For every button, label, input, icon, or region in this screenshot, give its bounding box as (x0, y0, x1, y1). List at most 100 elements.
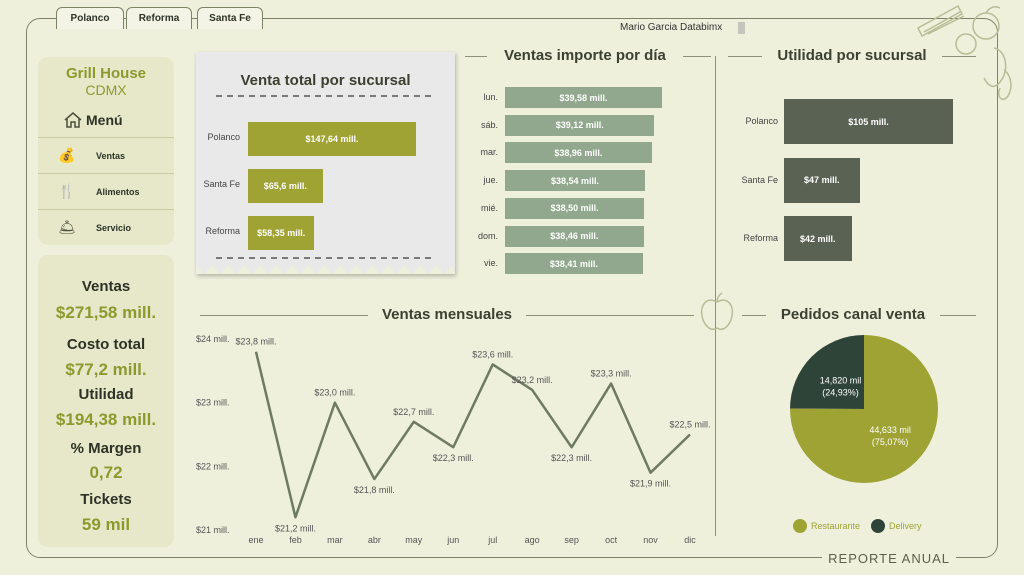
pie-slice (790, 335, 864, 409)
x-tick-label: mar (327, 535, 343, 545)
kpi-margen-label: % Margen (70, 440, 142, 457)
x-tick-label: nov (643, 535, 658, 545)
kpi-utilidad-label: Utilidad (78, 386, 134, 403)
money-bag-icon: 💰 (58, 147, 76, 163)
category-label: jue. (483, 175, 498, 186)
kpi-costo-value: $77,2 mill. (65, 360, 147, 379)
data-label: $23,0 mill. (314, 388, 355, 398)
data-label: $23,2 mill. (512, 375, 553, 385)
bar: $58,35 mill. (248, 216, 315, 250)
data-label: $23,8 mill. (235, 337, 276, 347)
bar: $38,50 mill. (505, 197, 645, 219)
receipt-decoration (196, 95, 455, 274)
user-name: Mario Garcia Databimx (620, 22, 723, 33)
menu-item-ventas[interactable]: 💰 Ventas (38, 137, 174, 173)
y-tick-label: $23 mill. (196, 398, 230, 408)
divider (742, 315, 766, 316)
category-label: Reforma (743, 233, 778, 243)
divider (715, 56, 716, 536)
series-line (254, 351, 691, 519)
tab-polanco[interactable]: Polanco (56, 7, 124, 29)
kpi-margen-value: 0,72 (89, 463, 123, 482)
category-label: Polanco (207, 132, 240, 142)
data-label: $23,3 mill. (591, 369, 632, 379)
category-label: mié. (480, 202, 498, 213)
tab-reforma[interactable]: Reforma (126, 7, 192, 29)
brand-name: Grill House (65, 65, 147, 82)
bar: $38,54 mill. (505, 170, 645, 192)
utensils-icon: 🍴 (58, 183, 76, 199)
category-label: vie. (483, 258, 498, 269)
kpi-tickets-value: 59 mil (81, 515, 131, 534)
food-illustration-icon (917, 4, 1012, 100)
x-tick-label: abr (368, 535, 381, 545)
waiter-icon: 🛎 (58, 219, 76, 235)
ventas-dia-title: Ventas importe por día (504, 47, 666, 64)
divider (200, 315, 368, 316)
divider (683, 56, 711, 57)
x-tick-label: sep (564, 535, 579, 545)
menu-panel: Grill House CDMX Menú 💰 Ventas 🍴 Aliment… (38, 57, 174, 245)
category-label: Santa Fe (741, 174, 778, 185)
kpi-ventas-value: $271,58 mill. (55, 303, 157, 322)
data-label: $22,5 mill. (669, 420, 710, 430)
legend-label: Delivery (889, 521, 922, 531)
data-label: $22,3 mill. (433, 453, 474, 463)
data-label: $22,3 mill. (551, 453, 592, 463)
bar: $42 mill. (784, 216, 852, 261)
pedidos-title: Pedidos canal venta (780, 306, 926, 323)
bar: $38,96 mill. (505, 142, 652, 164)
ventas-mensuales-chart: $21 mill. $22 mill. $23 mill. $24 mill. ene f… (196, 334, 710, 545)
kpi-ventas-label: Ventas (81, 278, 131, 295)
divider (465, 56, 487, 57)
report-footer: REPORTE ANUAL (822, 551, 956, 566)
legend-swatch (793, 519, 807, 533)
home-icon (64, 112, 82, 128)
x-tick-label: dic (684, 535, 696, 545)
menu-item-label: Alimentos (96, 186, 140, 197)
data-label: $21,8 mill. (354, 485, 395, 495)
apple-icon (700, 292, 734, 330)
legend-label: Restaurante (811, 521, 860, 531)
menu-item-label: Servicio (96, 222, 132, 233)
bar: $38,41 mill. (505, 253, 643, 275)
pie-pct: (75,07%) (872, 437, 909, 447)
divider (728, 56, 762, 57)
menu-item-alimentos[interactable]: 🍴 Alimentos (38, 173, 174, 209)
kpi-panel: Ventas $271,58 mill. Costo total $77,2 m… (38, 255, 174, 547)
legend-swatch (871, 519, 885, 533)
bar: $147,64 mill. (248, 122, 416, 156)
bar: $39,12 mill. (505, 114, 655, 136)
pie-label: 44,633 mil (869, 425, 911, 435)
category-label: mar. (480, 147, 498, 158)
data-label: $21,9 mill. (630, 479, 671, 489)
divider (940, 315, 976, 316)
x-tick-label: ago (525, 535, 540, 545)
category-label: dom. (477, 230, 498, 241)
tab-santa-fe[interactable]: Santa Fe (197, 7, 263, 29)
bar: $39,58 mill. (505, 87, 662, 108)
menu-item-servicio[interactable]: 🛎 Servicio (38, 209, 174, 245)
category-label: Reforma (205, 226, 240, 236)
x-tick-label: oct (605, 535, 618, 545)
data-label: $21,2 mill. (275, 523, 316, 533)
venta-sucursal-card: Venta total por sucursal Polanco $147,64 … (196, 52, 455, 274)
bar: $105 mill. (784, 99, 953, 144)
kpi-utilidad-value: $194,38 mill. (55, 410, 157, 429)
x-tick-label: jun (446, 535, 459, 545)
ventas-mensuales-title: Ventas mensuales (381, 306, 513, 323)
kpi-costo-label: Costo total (66, 336, 146, 353)
pie-label: 14,820 mil (820, 375, 862, 385)
y-tick-label: $24 mill. (196, 334, 230, 344)
data-label: $23,6 mill. (472, 349, 513, 359)
user-avatar (738, 22, 745, 34)
category-label: sáb. (480, 119, 498, 130)
divider (942, 56, 976, 57)
kpi-tickets-label: Tickets (80, 491, 132, 508)
category-label: lun. (483, 92, 498, 102)
x-tick-label: jul (487, 535, 497, 545)
menu-title: Menú (86, 112, 123, 128)
pie-pct: (24,93%) (822, 387, 859, 397)
y-tick-label: $22 mill. (196, 461, 230, 471)
x-tick-label: ene (248, 535, 263, 545)
